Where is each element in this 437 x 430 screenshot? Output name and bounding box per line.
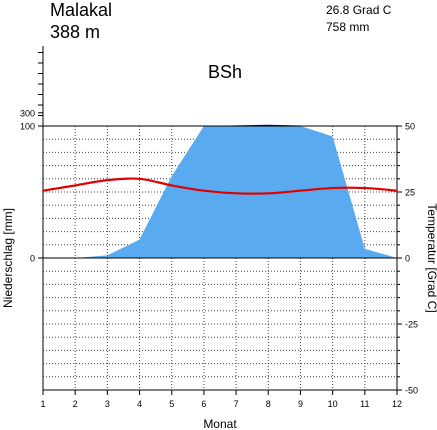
month-tick-label: 1 bbox=[40, 399, 45, 409]
temperature-point bbox=[42, 189, 44, 192]
temperature-point bbox=[299, 189, 302, 192]
month-tick-label: 2 bbox=[73, 399, 78, 409]
temp-tick-label: -25 bbox=[405, 320, 418, 330]
month-tick-label: 9 bbox=[298, 399, 303, 409]
month-tick-label: 7 bbox=[234, 399, 239, 409]
month-tick-label: 11 bbox=[360, 399, 369, 409]
month-tick-label: 3 bbox=[105, 399, 110, 409]
left-axis-title: Niederschlag [mm] bbox=[1, 208, 15, 308]
temperature-point bbox=[235, 192, 237, 195]
temperature-point bbox=[364, 187, 366, 189]
temperature-point bbox=[203, 189, 205, 192]
station-name: Malakal bbox=[50, 0, 112, 20]
month-tick-label: 10 bbox=[328, 399, 338, 409]
temperature-point bbox=[267, 192, 270, 195]
temperature-point bbox=[106, 179, 109, 181]
mean-temperature: 26.8 Grad C bbox=[326, 3, 392, 17]
temperature-point bbox=[74, 184, 76, 187]
month-tick-label: 4 bbox=[137, 399, 142, 409]
climate-class: BSh bbox=[208, 62, 242, 82]
precip-tick-label: 100 bbox=[20, 122, 35, 132]
temp-tick-label: 0 bbox=[405, 254, 410, 264]
temperature-point bbox=[396, 189, 398, 192]
temp-tick-label: 50 bbox=[405, 122, 415, 132]
temperature-line bbox=[42, 177, 398, 195]
temperature-point bbox=[331, 187, 334, 189]
month-tick-label: 8 bbox=[266, 399, 271, 409]
right-axis-title: Temperatur [Grad C] bbox=[425, 203, 437, 312]
month-tick-label: 12 bbox=[392, 399, 402, 409]
month-tick-label: 5 bbox=[169, 399, 174, 409]
temperature-point bbox=[170, 184, 173, 187]
station-altitude: 388 m bbox=[50, 22, 100, 42]
temperature-point bbox=[138, 178, 141, 180]
temperature-curve bbox=[42, 177, 398, 195]
annual-precipitation: 758 mm bbox=[326, 20, 369, 34]
temp-tick-label: 25 bbox=[405, 188, 415, 198]
precip-tick-label: 0 bbox=[30, 254, 35, 264]
precip-tick-label: 300 bbox=[20, 108, 35, 118]
month-tick-label: 6 bbox=[201, 399, 206, 409]
temp-tick-label: -50 bbox=[405, 386, 418, 396]
x-axis-title: Monat bbox=[203, 417, 237, 430]
